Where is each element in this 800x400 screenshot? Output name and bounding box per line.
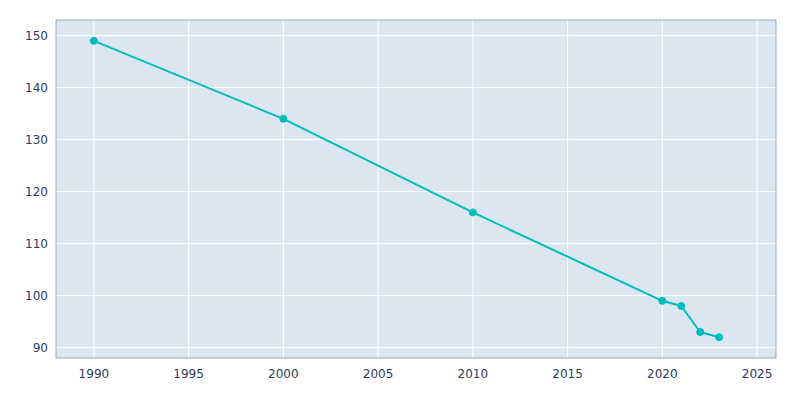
x-tick-label: 2010 [458, 367, 489, 381]
y-tick-label: 120 [25, 185, 48, 199]
grid-line-x [757, 20, 758, 358]
marker [678, 303, 685, 310]
marker [697, 329, 704, 336]
grid [56, 20, 776, 358]
chart-container: 1990 1995 2000 2005 2010 2015 2020 2025 90 100 110… [0, 0, 800, 400]
x-tick-label: 2000 [268, 367, 299, 381]
tick-labels: 1990 1995 2000 2005 2010 2015 2020 2025 90 100 110… [25, 29, 772, 381]
x-tick-label: 2005 [363, 367, 394, 381]
marker [90, 37, 97, 44]
grid-line-x [567, 20, 568, 358]
x-tick-label: 1995 [173, 367, 204, 381]
x-tick-label: 2025 [742, 367, 773, 381]
y-tick-label: 110 [25, 237, 48, 251]
y-tick-label: 100 [25, 289, 48, 303]
marker [659, 297, 666, 304]
plot-background [56, 20, 776, 358]
chart: 1990 1995 2000 2005 2010 2015 2020 2025 90 100 110… [0, 0, 800, 400]
y-tick-label: 130 [25, 133, 48, 147]
grid-line-x [378, 20, 379, 358]
grid-line-y [56, 295, 776, 296]
y-tick-label: 90 [33, 341, 48, 355]
data-area [90, 37, 722, 340]
grid-line-x [472, 20, 473, 358]
y-tick-label: 150 [25, 29, 48, 43]
x-tick-label: 2020 [647, 367, 678, 381]
plot-frame [56, 20, 776, 358]
x-tick-label: 2015 [552, 367, 583, 381]
line [94, 41, 719, 337]
grid-line-y [56, 87, 776, 88]
grid-line-x [93, 20, 94, 358]
marker [469, 209, 476, 216]
grid-line-x [188, 20, 189, 358]
x-tick-label: 1990 [79, 367, 110, 381]
marker [716, 334, 723, 341]
grid-line-y [56, 347, 776, 348]
grid-line-x [662, 20, 663, 358]
grid-line-y [56, 191, 776, 192]
grid-line-y [56, 139, 776, 140]
y-tick-label: 140 [25, 81, 48, 95]
marker [280, 115, 287, 122]
grid-line-y [56, 243, 776, 244]
grid-line-y [56, 35, 776, 36]
grid-line-x [283, 20, 284, 358]
